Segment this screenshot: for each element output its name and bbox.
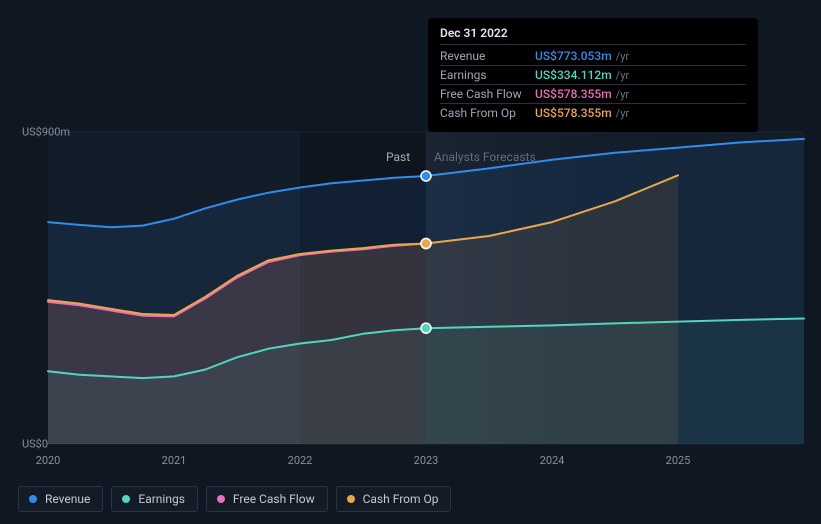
tooltip-metric: Revenue — [440, 49, 535, 63]
tooltip-value: US$773.053m — [535, 49, 612, 63]
tooltip-metric: Free Cash Flow — [440, 87, 535, 101]
legend-item-earnings[interactable]: Earnings — [111, 486, 198, 512]
x-axis-label: 2020 — [36, 454, 61, 467]
legend-item-cfo[interactable]: Cash From Op — [336, 486, 452, 512]
tooltip-row: Cash From OpUS$578.355m/yr — [440, 104, 746, 122]
x-axis-label: 2023 — [414, 454, 439, 467]
tooltip-unit: /yr — [616, 88, 629, 101]
tooltip-row: Free Cash FlowUS$578.355m/yr — [440, 85, 746, 104]
financial-forecast-chart: Dec 31 2022 RevenueUS$773.053m/yrEarning… — [0, 0, 821, 524]
tooltip-value: US$578.355m — [535, 87, 612, 101]
x-axis-label: 2021 — [162, 454, 187, 467]
tooltip-row: EarningsUS$334.112m/yr — [440, 66, 746, 85]
legend-label: Earnings — [138, 492, 185, 506]
tooltip-unit: /yr — [616, 50, 629, 63]
tooltip-unit: /yr — [616, 69, 629, 82]
x-axis-label: 2022 — [288, 454, 313, 467]
tooltip-date: Dec 31 2022 — [440, 26, 746, 45]
legend-item-revenue[interactable]: Revenue — [18, 486, 103, 512]
y-axis-label: US$0 — [22, 438, 48, 451]
legend-label: Cash From Op — [363, 492, 439, 506]
tooltip-metric: Cash From Op — [440, 106, 535, 120]
legend-dot-icon — [347, 495, 355, 503]
x-axis-label: 2024 — [540, 454, 565, 467]
legend-dot-icon — [122, 495, 130, 503]
tooltip-metric: Earnings — [440, 68, 535, 82]
tooltip-value: US$334.112m — [535, 68, 612, 82]
chart-legend: Revenue Earnings Free Cash Flow Cash From O… — [18, 486, 451, 512]
y-axis-label: US$900m — [22, 126, 70, 139]
x-axis-label: 2025 — [666, 454, 691, 467]
legend-label: Free Cash Flow — [233, 492, 315, 506]
section-label-past: Past — [386, 150, 410, 164]
tooltip-row: RevenueUS$773.053m/yr — [440, 47, 746, 66]
tooltip-value: US$578.355m — [535, 106, 612, 120]
legend-label: Revenue — [45, 492, 90, 506]
legend-item-fcf[interactable]: Free Cash Flow — [206, 486, 328, 512]
chart-tooltip: Dec 31 2022 RevenueUS$773.053m/yrEarning… — [428, 18, 758, 132]
legend-dot-icon — [29, 495, 37, 503]
legend-dot-icon — [217, 495, 225, 503]
section-label-forecast: Analysts Forecasts — [434, 150, 536, 164]
tooltip-unit: /yr — [616, 107, 629, 120]
